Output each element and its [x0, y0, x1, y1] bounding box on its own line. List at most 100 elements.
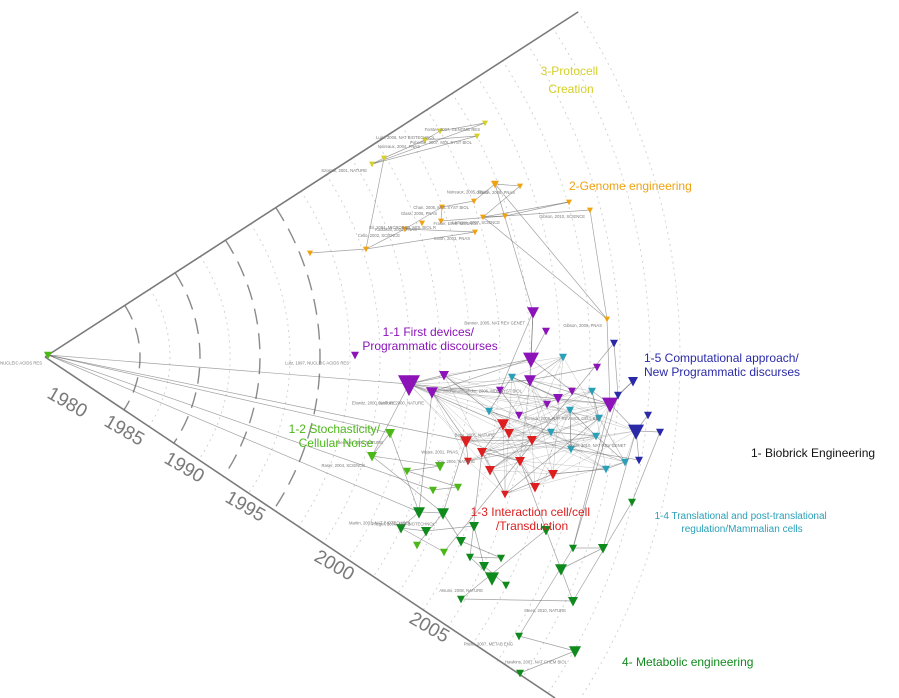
citation-edge — [431, 391, 626, 463]
citation-edge — [408, 383, 510, 434]
publication-node-stochasticity — [429, 486, 437, 495]
publication-label: Gil, 2004, MICROBIOL MOL BIOL R — [369, 225, 436, 230]
citation-edge — [383, 139, 426, 159]
publication-node-metabolic — [555, 564, 567, 576]
citation-edge — [371, 455, 444, 514]
citation-edge — [488, 376, 513, 412]
citation-edge — [606, 318, 611, 405]
citation-edge — [443, 356, 564, 376]
publication-label: Atsumi, 2008, NATURE — [439, 588, 483, 593]
year-arc — [446, 92, 531, 629]
citation-edge — [47, 354, 391, 434]
citation-edge — [465, 403, 611, 442]
publication-node-first-devices — [515, 411, 523, 420]
publication-node-protocell — [381, 155, 387, 162]
citation-edge — [482, 185, 521, 218]
citation-edge — [488, 410, 626, 463]
publication-node-translational — [588, 387, 596, 396]
publication-node-stochasticity — [413, 541, 421, 550]
citation-edge — [504, 209, 591, 217]
citation-edge — [389, 432, 420, 513]
publication-node-translational — [566, 406, 574, 415]
publication-label: You, 2004, NATURE — [437, 459, 475, 464]
publication-node-first-devices — [568, 387, 576, 396]
publication-node-first-devices — [553, 394, 563, 404]
citation-edge — [404, 206, 443, 230]
citation-edge — [431, 358, 532, 393]
year-arc — [172, 272, 201, 445]
citation-edge — [504, 201, 570, 217]
citation-edge — [47, 354, 420, 513]
citation-edge — [489, 448, 572, 471]
citation-edge — [443, 374, 533, 441]
publication-label: Hawkins, 2007, NAT CHEM BIOL — [505, 660, 568, 665]
citation-edge — [460, 598, 574, 602]
publication-node-genome — [363, 246, 369, 253]
publication-node-interaction — [464, 457, 472, 466]
citation-edge — [560, 568, 574, 602]
citation-edge — [465, 390, 593, 442]
citation-edge — [439, 122, 486, 132]
citation-edge — [442, 440, 467, 514]
citation-edge — [519, 460, 562, 570]
publication-node-protocell — [369, 161, 375, 168]
citation-edge — [489, 390, 593, 471]
citation-edge — [529, 379, 552, 433]
publication-node-genome — [491, 180, 499, 189]
citation-edge — [460, 540, 502, 559]
citation-edge — [529, 379, 572, 450]
publication-label: Szostak, 2001, NATURE — [321, 168, 367, 173]
citation-edge — [595, 435, 626, 463]
citation-edge — [473, 525, 485, 567]
publication-node-stochasticity — [435, 462, 445, 472]
publication-label: Pfleger, 2006, NAT BIOTECHNOL — [372, 522, 436, 527]
publication-label: Purnick, 2009, NAT REV MOL CELL BIO — [524, 416, 600, 421]
citation-edge — [406, 470, 459, 488]
cluster-label-first-devices: 1-1 First devices/ Programmatic discours… — [362, 325, 497, 353]
year-arc — [148, 288, 171, 428]
citation-edge — [467, 439, 533, 462]
publication-node-first-devices — [496, 386, 504, 395]
citation-edge — [529, 366, 598, 381]
publication-node-stochasticity — [440, 548, 448, 557]
publication-label: Steen, 2010, NATURE — [524, 608, 566, 613]
publication-node-metabolic — [485, 572, 499, 586]
citation-edge — [371, 383, 410, 457]
publication-node-stochasticity — [403, 467, 411, 476]
citation-edge — [518, 403, 548, 416]
citation-edge — [569, 409, 572, 450]
citation-edge — [431, 391, 469, 462]
citation-edge — [502, 356, 564, 425]
publication-node-metabolic — [541, 526, 551, 536]
citation-edge — [482, 215, 506, 218]
publication-label: Andrianantoandro, 2006, MOL SYST BIOL — [443, 389, 523, 394]
citation-edge — [408, 379, 531, 385]
publication-node-metabolic — [456, 537, 466, 547]
citation-edge — [502, 379, 531, 425]
citation-edge — [309, 248, 367, 254]
publication-node-first-devices — [439, 371, 449, 381]
citation-edge — [529, 356, 564, 381]
citation-edge — [408, 383, 504, 425]
citation-edge — [365, 157, 385, 250]
publication-node-genome — [480, 214, 486, 221]
citation-edge — [443, 374, 607, 470]
citation-edge — [400, 527, 427, 532]
citation-edge — [489, 403, 611, 471]
citation-edge — [499, 311, 534, 391]
publication-node-first-devices — [426, 387, 438, 399]
citation-edge — [365, 231, 476, 250]
citation-edge — [443, 374, 506, 495]
publication-label: Noireaux, 2004, PNAS — [378, 144, 420, 149]
citation-edge — [494, 183, 521, 187]
citation-edge — [431, 376, 513, 393]
year-arc — [272, 206, 321, 512]
publication-node-metabolic — [497, 554, 505, 563]
publication-node-genome — [419, 220, 425, 227]
cluster-label-metabolic: 4- Metabolic engineering — [622, 655, 753, 669]
year-label: 1990 — [161, 448, 208, 487]
cluster-label-translational: 1-4 Translational and post-translational… — [654, 511, 829, 535]
publication-label: Gardner, 2000, NATURE — [378, 401, 424, 406]
citation-edge — [47, 354, 410, 385]
citation-edge — [408, 383, 600, 419]
